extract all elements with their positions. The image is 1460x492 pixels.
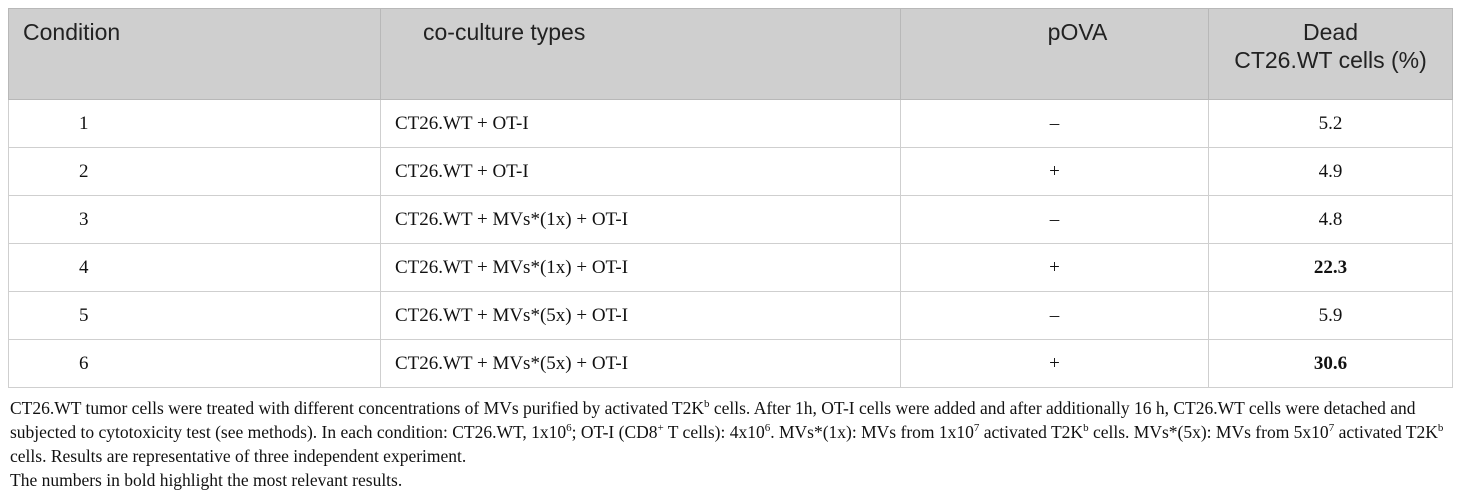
cell-condition: 3 xyxy=(8,195,381,244)
cell-pova: – xyxy=(900,99,1209,148)
footnote-superscript: 6 xyxy=(566,422,572,435)
table-footnote: CT26.WT tumor cells were treated with di… xyxy=(8,396,1450,492)
cell-dead-percent-highlight: 30.6 xyxy=(1208,339,1453,388)
table-body: 1 CT26.WT + OT-I – 5.2 2 CT26.WT + OT-I … xyxy=(8,99,1453,388)
header-condition: Condition xyxy=(8,8,381,100)
cell-dead-percent-highlight: 22.3 xyxy=(1208,243,1453,292)
footnote-description: CT26.WT tumor cells were treated with di… xyxy=(10,396,1450,468)
footnote-text: T cells): 4x10 xyxy=(663,422,765,442)
cell-condition: 5 xyxy=(8,291,381,340)
footnote-superscript: b xyxy=(1437,422,1444,435)
cell-coculture-type: CT26.WT + OT-I xyxy=(380,147,901,196)
footnote-superscript: + xyxy=(657,422,664,435)
cell-condition: 6 xyxy=(8,339,381,388)
cell-dead-percent: 5.9 xyxy=(1208,291,1453,340)
footnote-text: cells. After 1h, OT-I cells were added a… xyxy=(10,398,1416,442)
cell-pova: – xyxy=(900,291,1209,340)
footnote-bold-note: The numbers in bold highlight the most r… xyxy=(10,470,403,490)
cell-coculture-type: CT26.WT + MVs*(1x) + OT-I xyxy=(380,243,901,292)
header-coculture-types: co-culture types xyxy=(380,8,901,100)
header-dead-cells: Dead CT26.WT cells (%) xyxy=(1208,8,1453,100)
table-row: 3 CT26.WT + MVs*(1x) + OT-I – 4.8 xyxy=(8,195,1453,244)
cell-dead-percent: 4.8 xyxy=(1208,195,1453,244)
cell-dead-percent: 5.2 xyxy=(1208,99,1453,148)
cell-pova: + xyxy=(900,339,1209,388)
footnote-superscript: 7 xyxy=(973,422,980,435)
cell-condition: 1 xyxy=(8,99,381,148)
header-pova: pOVA xyxy=(900,8,1209,100)
header-dead-line2: CT26.WT cells (%) xyxy=(1234,46,1427,73)
footnote-text: ; OT-I (CD8 xyxy=(571,422,658,442)
cell-coculture-type: CT26.WT + MVs*(1x) + OT-I xyxy=(380,195,901,244)
table-row: 2 CT26.WT + OT-I + 4.9 xyxy=(8,147,1453,196)
cell-condition: 4 xyxy=(8,243,381,292)
table-row: 5 CT26.WT + MVs*(5x) + OT-I – 5.9 xyxy=(8,291,1453,340)
cell-coculture-type: CT26.WT + MVs*(5x) + OT-I xyxy=(380,339,901,388)
cell-condition: 2 xyxy=(8,147,381,196)
footnote-text: activated T2K xyxy=(979,422,1084,442)
cell-dead-percent: 4.9 xyxy=(1208,147,1453,196)
footnote-superscript: b xyxy=(703,398,710,411)
cell-coculture-type: CT26.WT + OT-I xyxy=(380,99,901,148)
table-figure: Condition co-culture types pOVA Dead CT2… xyxy=(8,8,1453,492)
footnote-superscript: 7 xyxy=(1328,422,1335,435)
table-header: Condition co-culture types pOVA Dead CT2… xyxy=(8,8,1453,100)
cell-pova: + xyxy=(900,147,1209,196)
footnote-text: activated T2K xyxy=(1334,422,1438,442)
footnote-text: CT26.WT tumor cells were treated with di… xyxy=(10,398,704,418)
footnote-superscript: 6 xyxy=(764,422,771,435)
header-dead-line1: Dead xyxy=(1303,19,1358,45)
results-table: Condition co-culture types pOVA Dead CT2… xyxy=(8,8,1453,388)
table-row: 1 CT26.WT + OT-I – 5.2 xyxy=(8,99,1453,148)
table-row: 6 CT26.WT + MVs*(5x) + OT-I + 30.6 xyxy=(8,339,1453,388)
footnote-superscript: b xyxy=(1083,422,1089,435)
cell-pova: – xyxy=(900,195,1209,244)
cell-pova: + xyxy=(900,243,1209,292)
footnote-text: cells. Results are representative of thr… xyxy=(10,446,467,466)
footnote-text: . MVs*(1x): MVs from 1x10 xyxy=(770,422,974,442)
cell-coculture-type: CT26.WT + MVs*(5x) + OT-I xyxy=(380,291,901,340)
table-row: 4 CT26.WT + MVs*(1x) + OT-I + 22.3 xyxy=(8,243,1453,292)
footnote-text: cells. MVs*(5x): MVs from 5x10 xyxy=(1088,422,1329,442)
